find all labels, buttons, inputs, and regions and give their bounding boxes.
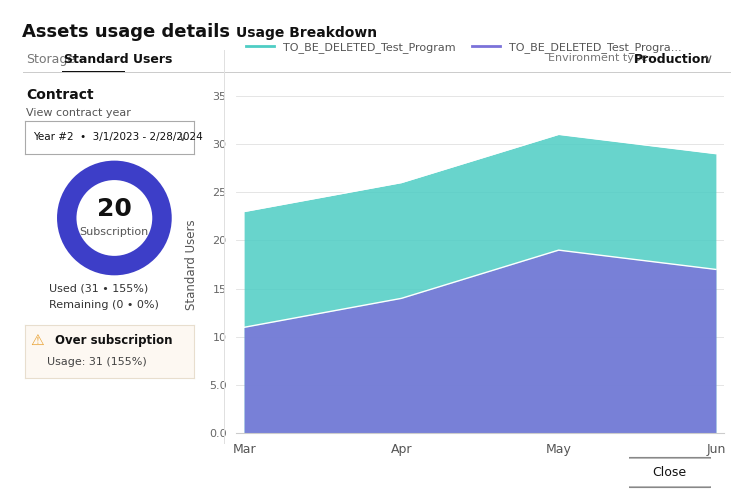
Text: ∨: ∨ (177, 131, 186, 144)
Text: Environment type:: Environment type: (548, 53, 651, 63)
Text: Contract: Contract (26, 88, 94, 102)
Text: ⚠: ⚠ (30, 334, 44, 348)
Text: Usage: 31 (155%): Usage: 31 (155%) (46, 357, 146, 367)
Text: Used (31 • 155%): Used (31 • 155%) (49, 284, 148, 294)
FancyBboxPatch shape (626, 458, 713, 487)
Text: Over subscription: Over subscription (56, 335, 172, 347)
Text: Standard Users: Standard Users (64, 53, 172, 66)
Text: Subscription: Subscription (80, 227, 149, 236)
Text: Production: Production (634, 53, 710, 66)
Y-axis label: Standard Users: Standard Users (184, 219, 198, 310)
Text: Year #2  •  3/1/2023 - 2/28/2024: Year #2 • 3/1/2023 - 2/28/2024 (33, 133, 203, 142)
Legend: TO_BE_DELETED_Test_Program, TO_BE_DELETED_Test_Progra...: TO_BE_DELETED_Test_Program, TO_BE_DELETE… (242, 37, 686, 57)
Text: ∨: ∨ (704, 53, 712, 66)
Text: Close: Close (652, 466, 687, 479)
Text: 20: 20 (97, 197, 132, 221)
Text: Assets usage details: Assets usage details (22, 23, 230, 41)
Text: Storage: Storage (26, 53, 75, 66)
Text: View contract year: View contract year (26, 108, 131, 118)
Text: Usage Breakdown: Usage Breakdown (236, 26, 377, 40)
Text: Remaining (0 • 0%): Remaining (0 • 0%) (49, 300, 159, 310)
